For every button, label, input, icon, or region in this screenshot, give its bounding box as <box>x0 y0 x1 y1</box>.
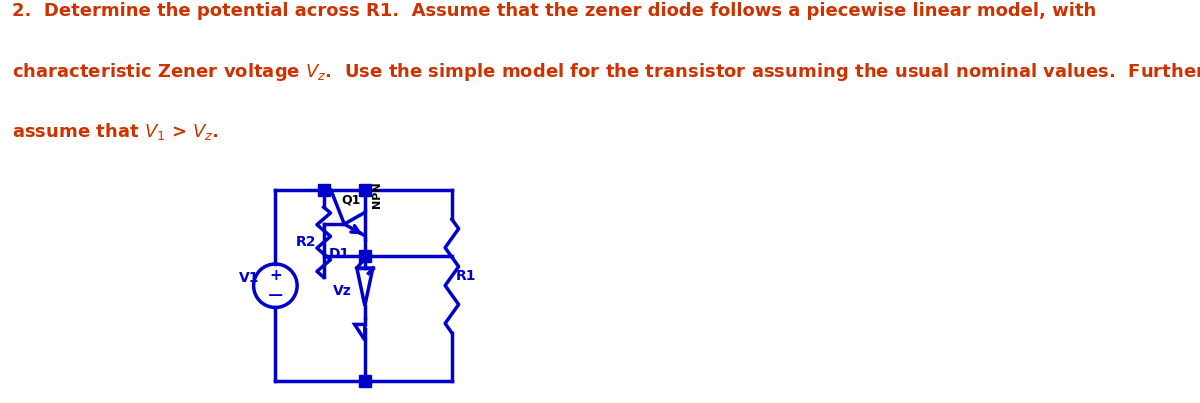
Text: assume that $V_1$ > $V_z$.: assume that $V_1$ > $V_z$. <box>12 120 218 141</box>
Text: 2.  Determine the potential across R1.  Assume that the zener diode follows a pi: 2. Determine the potential across R1. As… <box>12 2 1097 20</box>
Text: NPN: NPN <box>372 181 382 208</box>
Text: R2: R2 <box>296 235 317 249</box>
Text: Vz: Vz <box>332 284 352 297</box>
Text: +: + <box>269 268 282 283</box>
Text: R1: R1 <box>456 269 476 283</box>
Text: V1: V1 <box>239 272 259 285</box>
Text: D1: D1 <box>329 247 350 261</box>
Text: Q1: Q1 <box>342 194 361 207</box>
Text: characteristic Zener voltage $V_z$.  Use the simple model for the transistor ass: characteristic Zener voltage $V_z$. Use … <box>12 61 1200 83</box>
Text: −: − <box>266 287 284 306</box>
